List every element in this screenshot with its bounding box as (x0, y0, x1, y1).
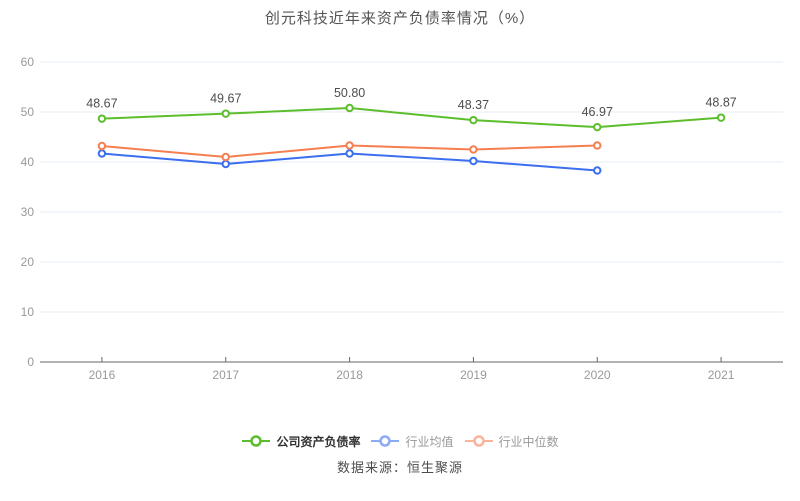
y-axis-label: 40 (21, 155, 35, 169)
legend: 公司资产负债率 行业均值 行业中位数 (0, 431, 800, 451)
data-point-label: 48.87 (705, 96, 736, 110)
line-marker-icon (371, 435, 400, 447)
data-point-2019[interactable] (469, 156, 478, 166)
data-point-label: 49.67 (210, 92, 241, 106)
legend-label: 公司资产负债率 (276, 434, 361, 449)
data-point-2020[interactable] (593, 166, 602, 175)
x-axis-label: 2016 (89, 368, 116, 382)
data-point-2021[interactable] (716, 113, 726, 122)
x-axis-label: 2020 (584, 368, 611, 382)
line-chart-plot-area: 0 10 20 30 40 50 60 2016 2017 2018 2019 2020 2021 48.… (21, 55, 783, 382)
data-point-2018[interactable] (345, 103, 354, 113)
line-marker-icon (464, 435, 493, 447)
data-point-2019[interactable] (469, 145, 478, 154)
data-point-2019[interactable] (469, 115, 478, 125)
data-point-2018[interactable] (345, 149, 354, 158)
series-line-公司资产负债率 (100, 107, 723, 129)
legend-item-industry-average[interactable]: 行业均值 (370, 433, 454, 450)
legend-item-company-ratio[interactable]: 公司资产负债率 (241, 433, 360, 450)
x-axis-label: 2017 (212, 368, 239, 382)
y-axis-label: 50 (21, 105, 35, 119)
legend-label: 行业均值 (405, 434, 454, 449)
data-point-2016[interactable] (97, 114, 107, 123)
data-point-label: 48.37 (458, 98, 489, 112)
data-point-label: 50.80 (334, 86, 365, 100)
line-marker-icon (242, 435, 271, 447)
data-point-2017[interactable] (221, 152, 230, 162)
data-source: 数据来源：恒生聚源 (336, 460, 463, 475)
y-axis-label: 30 (21, 205, 35, 219)
data-point-2018[interactable] (345, 141, 354, 150)
data-point-2016[interactable] (97, 141, 107, 151)
chart-title: 创元科技近年来资产负债率情况（%） (264, 10, 536, 27)
y-axis-label: 20 (21, 255, 35, 269)
legend-label: 行业中位数 (498, 434, 559, 449)
y-axis-label: 60 (21, 55, 35, 69)
data-point-label: 48.67 (86, 97, 117, 111)
data-point-2017[interactable] (221, 159, 230, 169)
x-axis-label: 2021 (708, 368, 735, 382)
data-point-2020[interactable] (593, 122, 602, 132)
data-point-label: 46.97 (582, 105, 613, 119)
data-point-2016[interactable] (97, 149, 107, 158)
x-axis-label: 2019 (460, 368, 487, 382)
y-axis-label: 0 (27, 355, 34, 369)
y-axis-label: 10 (21, 305, 35, 319)
legend-item-industry-median[interactable]: 行业中位数 (464, 433, 559, 450)
data-point-2017[interactable] (221, 109, 230, 118)
data-point-2020[interactable] (593, 141, 602, 150)
x-axis-label: 2018 (336, 368, 363, 382)
